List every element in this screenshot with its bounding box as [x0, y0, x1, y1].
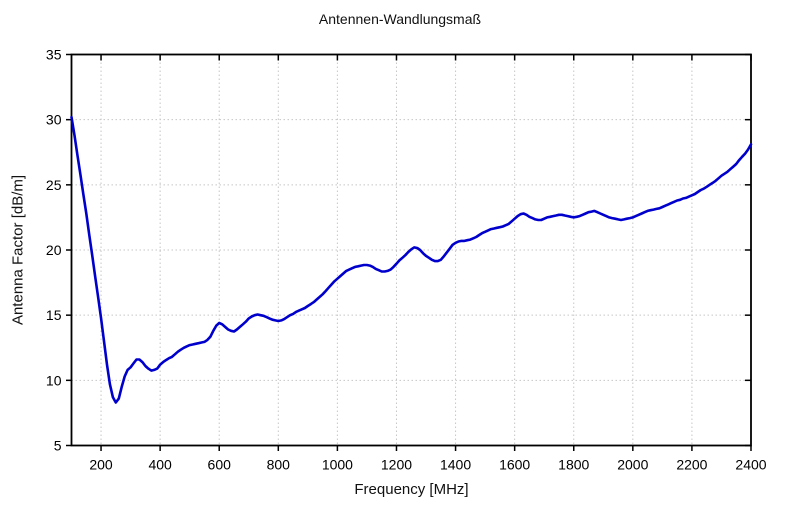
chart-title: Antennen-Wandlungsmaß — [318, 11, 482, 27]
x-tick-label: 2400 — [735, 457, 766, 473]
y-tick-label: 20 — [46, 242, 62, 258]
y-axis-label: Antenna Factor [dB/m] — [9, 174, 27, 326]
x-tick-label: 1600 — [499, 457, 530, 473]
x-tick-label: 600 — [208, 457, 232, 473]
y-tick-label: 5 — [54, 438, 62, 454]
plot-frame — [70, 53, 752, 447]
x-tick-label: 1800 — [558, 457, 589, 473]
x-tick-label: 1200 — [381, 457, 412, 473]
x-axis-label: Frequency [MHz] — [354, 481, 469, 498]
y-tick-label: 35 — [46, 47, 62, 63]
x-tick-label: 200 — [89, 457, 113, 473]
x-tick-label: 400 — [148, 457, 172, 473]
x-tick-label: 800 — [267, 457, 291, 473]
x-tick-label: 2000 — [617, 457, 648, 473]
y-tick-label: 15 — [46, 307, 62, 323]
x-tick-label: 1000 — [322, 457, 353, 473]
y-tick-label: 10 — [46, 372, 62, 388]
x-tick-label: 2200 — [676, 457, 707, 473]
series-antenna-factor — [70, 115, 753, 404]
x-tick-label: 1400 — [440, 457, 471, 473]
y-tick-label: 30 — [46, 112, 62, 128]
y-tick-label: 25 — [46, 177, 62, 193]
